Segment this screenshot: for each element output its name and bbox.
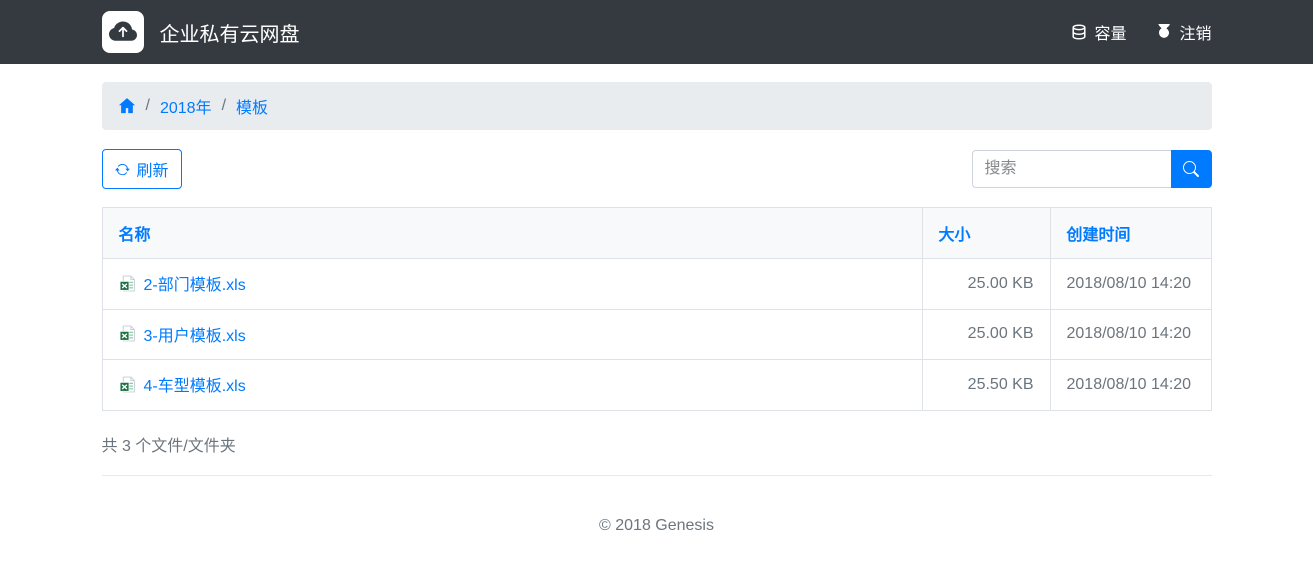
file-link[interactable]: 2-部门模板.xls (119, 271, 246, 295)
file-created: 2018/08/10 14:20 (1049, 308, 1212, 360)
capacity-link[interactable]: 容量 (1071, 20, 1126, 44)
toolbar: 刷新 (101, 149, 1212, 189)
copyright-text: © 2018 Genesis (599, 516, 714, 534)
excel-file-icon (119, 275, 136, 292)
search-icon (1183, 161, 1199, 177)
file-size: 25.00 KB (921, 258, 1051, 310)
table-row: 4-车型模板.xls 25.50 KB 2018/08/10 14:20 (101, 359, 1212, 411)
excel-file-icon (119, 325, 136, 342)
brand-logo (101, 11, 144, 53)
logout-link[interactable]: 注销 (1156, 20, 1212, 44)
file-created: 2018/08/10 14:20 (1049, 258, 1212, 310)
logout-label: 注销 (1179, 26, 1212, 43)
breadcrumb-separator: / (145, 97, 150, 114)
refresh-icon (114, 162, 130, 177)
database-icon (1071, 24, 1087, 40)
cloud-upload-icon (108, 18, 137, 46)
power-icon (1156, 24, 1172, 40)
table-row: 3-用户模板.xls 25.00 KB 2018/08/10 14:20 (101, 308, 1212, 360)
table-header-row: 名称 大小 创建时间 (101, 207, 1212, 259)
excel-file-icon (119, 376, 136, 393)
file-name: 2-部门模板.xls (143, 277, 246, 294)
home-icon (118, 97, 136, 115)
header-name[interactable]: 名称 (101, 207, 923, 259)
header-size[interactable]: 大小 (921, 207, 1051, 259)
breadcrumb-item-template[interactable]: 模板 (236, 100, 269, 117)
navbar-right: 容量 注销 (1071, 20, 1212, 44)
divider (101, 474, 1212, 476)
file-link[interactable]: 3-用户模板.xls (119, 322, 246, 346)
top-navbar: 企业私有云网盘 容量 (0, 0, 1313, 64)
file-created: 2018/08/10 14:20 (1049, 359, 1212, 411)
brand-link[interactable]: 企业私有云网盘 (101, 11, 300, 53)
file-name: 4-车型模板.xls (143, 378, 246, 395)
search-button[interactable] (1170, 150, 1212, 188)
refresh-label: 刷新 (136, 163, 169, 180)
file-count-summary: 共 3 个文件/文件夹 (101, 437, 236, 455)
header-created[interactable]: 创建时间 (1049, 207, 1212, 259)
files-table: 名称 大小 创建时间 (101, 207, 1212, 411)
file-name: 3-用户模板.xls (143, 327, 246, 345)
search-input[interactable] (971, 150, 1171, 188)
breadcrumb-home[interactable] (118, 97, 136, 115)
breadcrumb: / 2018年 / 模板 (101, 82, 1212, 130)
file-link[interactable]: 4-车型模板.xls (119, 372, 246, 396)
table-row: 2-部门模板.xls 25.00 KB 2018/08/10 14:20 (101, 258, 1212, 310)
app-title: 企业私有云网盘 (159, 23, 300, 46)
refresh-button[interactable]: 刷新 (101, 149, 182, 189)
search-group (971, 150, 1212, 188)
capacity-label: 容量 (1094, 26, 1127, 43)
breadcrumb-item-2018[interactable]: 2018年 (159, 100, 212, 117)
breadcrumb-separator: / (221, 97, 227, 114)
file-size: 25.50 KB (921, 359, 1051, 411)
file-size: 25.00 KB (921, 308, 1051, 360)
